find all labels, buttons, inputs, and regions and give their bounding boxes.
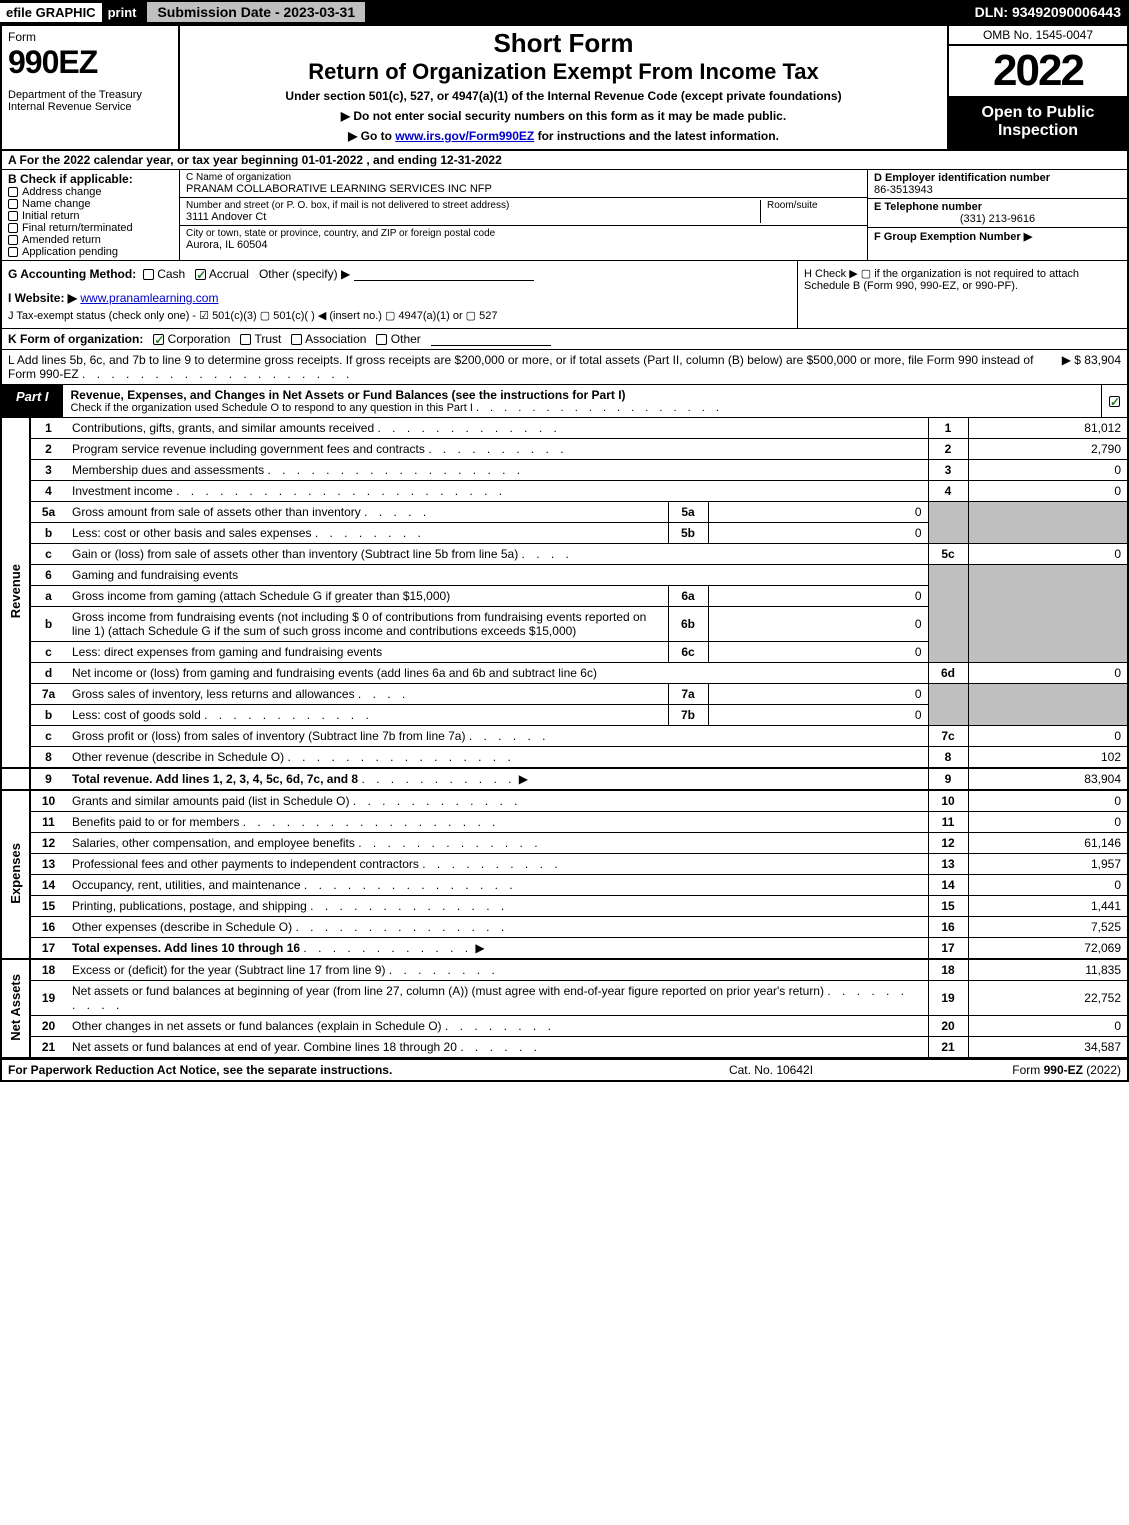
col-b-checkboxes: B Check if applicable: Address change Na… bbox=[2, 170, 180, 260]
footer-right: Form 990-EZ (2022) bbox=[921, 1063, 1121, 1077]
cb-final-return[interactable] bbox=[8, 223, 18, 233]
side-expenses: Expenses bbox=[1, 790, 30, 959]
footer: For Paperwork Reduction Act Notice, see … bbox=[0, 1058, 1129, 1082]
e-phone-label: E Telephone number bbox=[874, 201, 1121, 213]
cb-corporation[interactable] bbox=[153, 334, 164, 345]
line-6d: dNet income or (loss) from gaming and fu… bbox=[1, 663, 1128, 684]
part-i-title: Revenue, Expenses, and Changes in Net As… bbox=[71, 388, 626, 402]
line-15: 15Printing, publications, postage, and s… bbox=[1, 896, 1128, 917]
line-17: 17Total expenses. Add lines 10 through 1… bbox=[1, 938, 1128, 960]
f-group-label: F Group Exemption Number ▶ bbox=[874, 231, 1032, 243]
form-header: Form 990EZ Department of the Treasury In… bbox=[0, 24, 1129, 151]
omb-number: OMB No. 1545-0047 bbox=[949, 26, 1127, 46]
line-13: 13Professional fees and other payments t… bbox=[1, 854, 1128, 875]
line-11: 11Benefits paid to or for members . . . … bbox=[1, 812, 1128, 833]
line-7a: 7aGross sales of inventory, less returns… bbox=[1, 684, 1128, 705]
cb-association[interactable] bbox=[291, 334, 302, 345]
row-g-h: G Accounting Method: Cash Accrual Other … bbox=[0, 261, 1129, 329]
section-identity: B Check if applicable: Address change Na… bbox=[0, 170, 1129, 261]
org-address: 3111 Andover Ct bbox=[186, 211, 754, 223]
line-8: 8Other revenue (describe in Schedule O) … bbox=[1, 747, 1128, 769]
line-5c: cGain or (loss) from sale of assets othe… bbox=[1, 544, 1128, 565]
line-6: 6Gaming and fundraising events bbox=[1, 565, 1128, 586]
line-4: 4Investment income . . . . . . . . . . .… bbox=[1, 481, 1128, 502]
row-k: K Form of organization: Corporation Trus… bbox=[0, 329, 1129, 350]
h-schedule-b: H Check ▶ ▢ if the organization is not r… bbox=[797, 261, 1127, 328]
row-l: L Add lines 5b, 6c, and 7b to line 9 to … bbox=[0, 350, 1129, 385]
form-number: 990EZ bbox=[8, 44, 172, 81]
side-revenue: Revenue bbox=[1, 418, 30, 768]
cb-address-change[interactable] bbox=[8, 187, 18, 197]
part-i-sub: Check if the organization used Schedule … bbox=[71, 402, 473, 414]
line-19: 19Net assets or fund balances at beginni… bbox=[1, 981, 1128, 1016]
efile-label: efile GRAPHIC bbox=[0, 3, 102, 22]
c-room-label: Room/suite bbox=[767, 200, 861, 211]
j-tax-exempt: J Tax-exempt status (check only one) - ☑… bbox=[8, 309, 791, 322]
row-a-tax-year: A For the 2022 calendar year, or tax yea… bbox=[0, 151, 1129, 170]
open-to-public: Open to Public Inspection bbox=[949, 98, 1127, 149]
line-1: Revenue 1 Contributions, gifts, grants, … bbox=[1, 418, 1128, 439]
website-link[interactable]: www.pranamlearning.com bbox=[80, 291, 218, 305]
i-website-label: I Website: ▶ bbox=[8, 291, 77, 305]
line-18: Net Assets 18Excess or (deficit) for the… bbox=[1, 959, 1128, 981]
subtitle: Under section 501(c), 527, or 4947(a)(1)… bbox=[186, 89, 941, 103]
line-14: 14Occupancy, rent, utilities, and mainte… bbox=[1, 875, 1128, 896]
k-label: K Form of organization: bbox=[8, 332, 143, 346]
cb-trust[interactable] bbox=[240, 334, 251, 345]
cb-name-change[interactable] bbox=[8, 199, 18, 209]
tax-year: 2022 bbox=[949, 46, 1127, 98]
line-9: 9Total revenue. Add lines 1, 2, 3, 4, 5c… bbox=[1, 768, 1128, 790]
side-netassets: Net Assets bbox=[1, 959, 30, 1058]
dln: DLN: 93492090006443 bbox=[967, 2, 1129, 22]
g-other-blank[interactable] bbox=[354, 267, 534, 281]
b-label: B Check if applicable: bbox=[8, 172, 173, 186]
footer-cat: Cat. No. 10642I bbox=[621, 1063, 921, 1077]
col-c-org-info: C Name of organization PRANAM COLLABORAT… bbox=[180, 170, 867, 260]
org-city: Aurora, IL 60504 bbox=[186, 239, 861, 251]
department: Department of the Treasury Internal Reve… bbox=[8, 89, 172, 113]
line-21: 21Net assets or fund balances at end of … bbox=[1, 1037, 1128, 1058]
instruction-link: ▶ Go to www.irs.gov/Form990EZ for instru… bbox=[186, 129, 941, 143]
print-link[interactable]: print bbox=[102, 3, 143, 22]
top-bar: efile GRAPHIC print Submission Date - 20… bbox=[0, 0, 1129, 24]
part-i-header: Part I Revenue, Expenses, and Changes in… bbox=[0, 385, 1129, 418]
val-1: 81,012 bbox=[968, 418, 1128, 439]
form-word: Form bbox=[8, 30, 172, 44]
c-addr-label: Number and street (or P. O. box, if mail… bbox=[186, 200, 754, 211]
cb-amended[interactable] bbox=[8, 235, 18, 245]
line-16: 16Other expenses (describe in Schedule O… bbox=[1, 917, 1128, 938]
part-i-tab: Part I bbox=[2, 385, 63, 417]
cb-app-pending[interactable] bbox=[8, 247, 18, 257]
line-10: Expenses 10Grants and similar amounts pa… bbox=[1, 790, 1128, 812]
c-name-label: C Name of organization bbox=[186, 172, 861, 183]
cb-initial-return[interactable] bbox=[8, 211, 18, 221]
line-12: 12Salaries, other compensation, and empl… bbox=[1, 833, 1128, 854]
irs-link[interactable]: www.irs.gov/Form990EZ bbox=[395, 129, 534, 143]
title-return: Return of Organization Exempt From Incom… bbox=[186, 59, 941, 85]
submission-date: Submission Date - 2023-03-31 bbox=[146, 1, 366, 23]
line-2: 2Program service revenue including gover… bbox=[1, 439, 1128, 460]
g-label: G Accounting Method: bbox=[8, 267, 136, 281]
ein-value: 86-3513943 bbox=[874, 184, 1121, 196]
d-ein-label: D Employer identification number bbox=[874, 172, 1121, 184]
instruction-ssn: ▶ Do not enter social security numbers o… bbox=[186, 109, 941, 123]
footer-left: For Paperwork Reduction Act Notice, see … bbox=[8, 1063, 621, 1077]
line-7c: cGross profit or (loss) from sales of in… bbox=[1, 726, 1128, 747]
line-3: 3Membership dues and assessments . . . .… bbox=[1, 460, 1128, 481]
line-5a: 5aGross amount from sale of assets other… bbox=[1, 502, 1128, 523]
k-other-blank[interactable] bbox=[431, 332, 551, 346]
cb-accrual[interactable] bbox=[195, 269, 206, 280]
org-name: PRANAM COLLABORATIVE LEARNING SERVICES I… bbox=[186, 183, 861, 195]
cb-schedule-o[interactable] bbox=[1109, 396, 1120, 407]
line-20: 20Other changes in net assets or fund ba… bbox=[1, 1016, 1128, 1037]
l-amount: ▶ $ 83,904 bbox=[1042, 353, 1121, 381]
cb-other-org[interactable] bbox=[376, 334, 387, 345]
cb-cash[interactable] bbox=[143, 269, 154, 280]
title-short-form: Short Form bbox=[186, 28, 941, 59]
c-city-label: City or town, state or province, country… bbox=[186, 228, 861, 239]
phone-value: (331) 213-9616 bbox=[874, 213, 1121, 225]
col-d-ein-phone: D Employer identification number 86-3513… bbox=[867, 170, 1127, 260]
part-i-table: Revenue 1 Contributions, gifts, grants, … bbox=[0, 418, 1129, 1058]
